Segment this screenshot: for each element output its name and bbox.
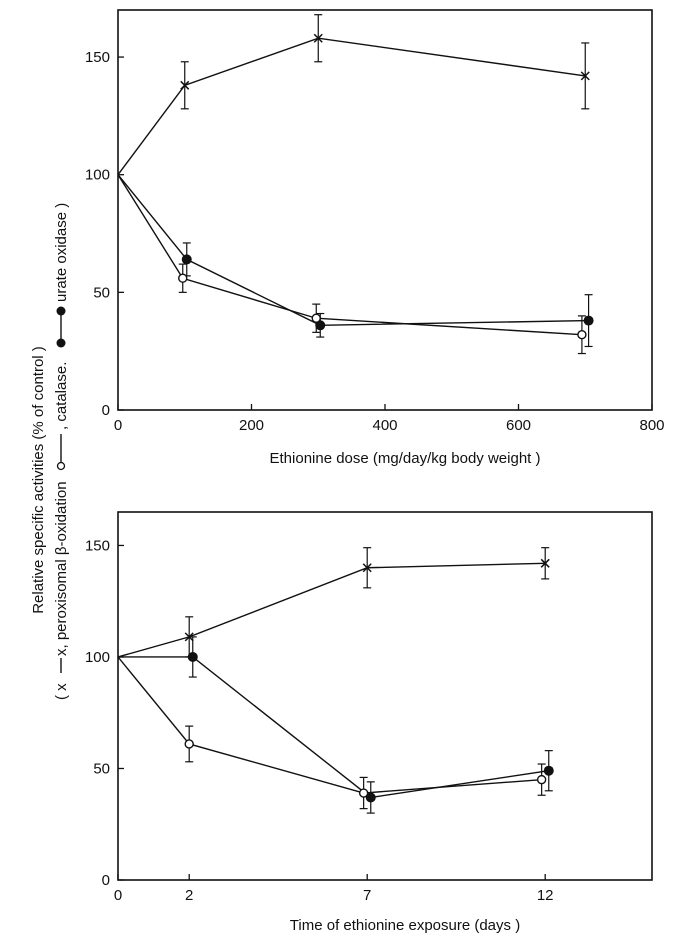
legend-filled-circle-icon-2	[56, 306, 66, 316]
plot-frame	[117, 9, 653, 411]
chart-top-ethionine-dose: 0 200 400 600 800 0 50 100 150 Ethionine dose (mg…	[85, 9, 665, 467]
x-tick-label: 12	[537, 887, 554, 904]
data-point-cross	[540, 558, 550, 568]
series-line-open-circle	[117, 656, 542, 794]
data-point-filled-circle	[365, 792, 376, 803]
x-tick-label: 200	[239, 417, 264, 434]
y-tick-label: 100	[85, 167, 110, 184]
legend-filled-circle-icon	[56, 338, 66, 348]
x-tick-label: 0	[114, 417, 122, 434]
data-point-cross	[180, 80, 190, 90]
data-point-filled-circle	[315, 320, 326, 331]
series-line-filled-circle	[118, 656, 549, 799]
data-point-open-circle	[577, 330, 587, 340]
data-point-filled-circle	[181, 254, 192, 265]
series-line-filled-circle	[117, 174, 589, 326]
y-axis-label-cross-series: x, peroxisomal β-oxidation	[53, 481, 70, 656]
x-tick-label: 2	[185, 887, 193, 904]
data-point-cross	[362, 563, 372, 573]
data-point-filled-circle	[187, 651, 198, 662]
shared-y-axis-label: Relative specific activities (% of contr…	[30, 203, 70, 700]
data-point-open-circle	[358, 788, 369, 798]
series-line-cross	[117, 562, 546, 658]
data-point-open-circle	[184, 739, 194, 749]
plot-frame	[117, 511, 653, 881]
legend-open-circle-icon	[56, 461, 66, 471]
x-tick-label: 600	[506, 417, 531, 434]
data-point-open-circle	[178, 273, 188, 283]
data-point-cross	[313, 33, 323, 43]
y-axis-label-open-circle-series: , catalase.	[53, 362, 70, 430]
y-tick-label: 150	[85, 537, 110, 554]
y-tick-label: 0	[102, 872, 110, 889]
data-point-open-circle	[311, 313, 321, 323]
y-axis-label-line1: Relative specific activities (% of contr…	[30, 346, 47, 614]
x-axis-title: Ethionine dose (mg/day/kg body weight )	[270, 450, 541, 467]
y-axis-label-prefix: ( x	[53, 683, 70, 700]
x-tick-label: 800	[639, 417, 664, 434]
data-point-cross	[580, 71, 590, 81]
x-tick-label: 0	[114, 887, 122, 904]
data-point-filled-circle	[583, 315, 594, 326]
series-line-open-circle	[117, 174, 582, 336]
series-line-cross	[117, 37, 586, 176]
y-tick-label: 0	[102, 402, 110, 419]
x-tick-label: 7	[363, 887, 371, 904]
y-tick-label: 150	[85, 49, 110, 66]
y-tick-label: 50	[93, 284, 110, 301]
data-point-open-circle	[536, 774, 547, 785]
chart-bottom-exposure-time: 0 2 7 12 0 50 100 150 Time of ethionine exposure…	[85, 511, 653, 934]
x-axis-title: Time of ethionine exposure (days )	[290, 917, 520, 934]
y-tick-label: 100	[85, 649, 110, 666]
data-point-filled-circle	[543, 765, 554, 776]
y-axis-label-filled-circle-series: urate oxidase )	[53, 203, 70, 302]
x-tick-label: 400	[372, 417, 397, 434]
y-tick-label: 50	[93, 760, 110, 777]
